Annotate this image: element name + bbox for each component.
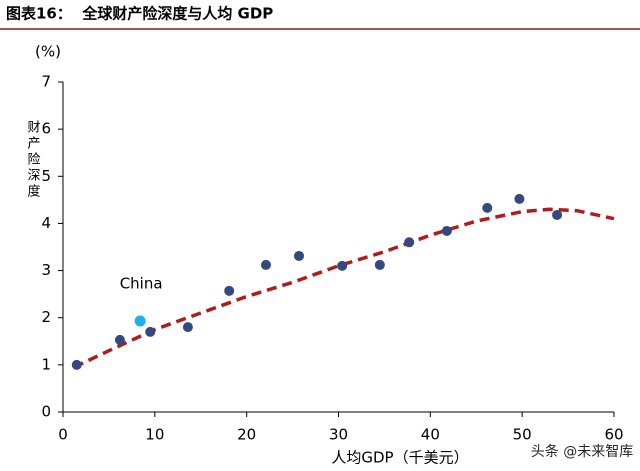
chart-title: 图表16： 全球财产险深度与人均 GDP: [6, 5, 273, 23]
x-tick-label: 20: [237, 426, 256, 444]
point: [337, 260, 348, 271]
point: [514, 193, 525, 204]
point: [224, 285, 235, 296]
y-tick-label: 6: [41, 120, 51, 138]
highlight-label: China: [120, 275, 163, 293]
point: [482, 202, 493, 213]
x-tick-label: 0: [58, 426, 68, 444]
point: [71, 359, 82, 370]
point: [294, 250, 305, 261]
point: [404, 237, 415, 248]
y-unit: (%): [35, 43, 61, 61]
highlight-point: [134, 315, 146, 327]
y-tick-label: 5: [41, 167, 51, 185]
x-tick-label: 40: [421, 426, 440, 444]
y-tick-label: 4: [41, 214, 51, 232]
point: [114, 334, 125, 345]
point: [374, 259, 385, 270]
point: [260, 259, 271, 270]
x-tick-label: 30: [329, 426, 348, 444]
x-tick-label: 50: [513, 426, 532, 444]
y-axis-label: 财产险深度: [25, 120, 41, 200]
y-tick-label: 3: [41, 261, 51, 279]
x-tick-label: 60: [604, 426, 623, 444]
y-tick-label: 1: [41, 355, 51, 373]
x-axis-label: 人均GDP（千美元）: [331, 449, 468, 467]
point: [145, 326, 156, 337]
y-tick-label: 2: [41, 308, 51, 326]
y-tick-label: 7: [41, 73, 51, 91]
point: [441, 225, 452, 236]
y-tick-label: 0: [41, 403, 51, 421]
watermark: 头条 @未来智库: [531, 443, 633, 460]
trend-line: [73, 207, 615, 369]
point: [182, 322, 193, 333]
point: [552, 209, 563, 220]
x-tick-label: 10: [145, 426, 164, 444]
